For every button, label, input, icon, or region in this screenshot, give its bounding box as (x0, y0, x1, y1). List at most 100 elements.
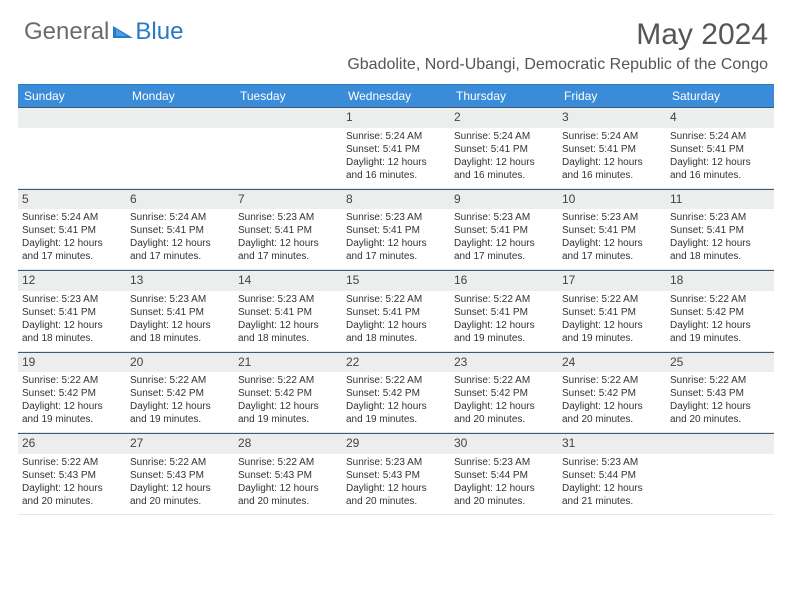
sunrise-line: Sunrise: 5:22 AM (562, 293, 662, 306)
day-of-week-header: Saturday (666, 85, 774, 107)
day-of-week-header: Monday (126, 85, 234, 107)
day-cell: 26Sunrise: 5:22 AMSunset: 5:43 PMDayligh… (18, 433, 126, 514)
day-number: 11 (666, 189, 774, 210)
week-row: 19Sunrise: 5:22 AMSunset: 5:42 PMDayligh… (18, 352, 774, 434)
day-number: 15 (342, 270, 450, 291)
day-cell: 5Sunrise: 5:24 AMSunset: 5:41 PMDaylight… (18, 189, 126, 270)
sunset-line: Sunset: 5:43 PM (346, 469, 446, 482)
day-number: 25 (666, 352, 774, 373)
day-cell: 8Sunrise: 5:23 AMSunset: 5:41 PMDaylight… (342, 189, 450, 270)
daylight-line: Daylight: 12 hours and 20 minutes. (454, 400, 554, 426)
day-number: 8 (342, 189, 450, 210)
day-number: 22 (342, 352, 450, 373)
day-number: 17 (558, 270, 666, 291)
sunset-line: Sunset: 5:41 PM (562, 143, 662, 156)
day-number: 16 (450, 270, 558, 291)
daylight-line: Daylight: 12 hours and 21 minutes. (562, 482, 662, 508)
day-cell: 22Sunrise: 5:22 AMSunset: 5:42 PMDayligh… (342, 352, 450, 433)
sunrise-line: Sunrise: 5:22 AM (238, 456, 338, 469)
day-cell: 31Sunrise: 5:23 AMSunset: 5:44 PMDayligh… (558, 433, 666, 514)
sunset-line: Sunset: 5:41 PM (130, 224, 230, 237)
sunrise-line: Sunrise: 5:23 AM (346, 211, 446, 224)
day-cell: 29Sunrise: 5:23 AMSunset: 5:43 PMDayligh… (342, 433, 450, 514)
location-subtitle: Gbadolite, Nord-Ubangi, Democratic Repub… (0, 56, 792, 84)
sunrise-line: Sunrise: 5:22 AM (22, 374, 122, 387)
sunrise-line: Sunrise: 5:22 AM (130, 456, 230, 469)
day-number: 27 (126, 433, 234, 454)
sunset-line: Sunset: 5:42 PM (454, 387, 554, 400)
day-number: 4 (666, 107, 774, 128)
sunset-line: Sunset: 5:41 PM (346, 143, 446, 156)
daylight-line: Daylight: 12 hours and 19 minutes. (454, 319, 554, 345)
sunset-line: Sunset: 5:41 PM (346, 306, 446, 319)
daylight-line: Daylight: 12 hours and 16 minutes. (670, 156, 770, 182)
day-number: 20 (126, 352, 234, 373)
week-row: 12Sunrise: 5:23 AMSunset: 5:41 PMDayligh… (18, 270, 774, 352)
day-number: 19 (18, 352, 126, 373)
sunset-line: Sunset: 5:42 PM (562, 387, 662, 400)
day-cell: 23Sunrise: 5:22 AMSunset: 5:42 PMDayligh… (450, 352, 558, 433)
day-number: 7 (234, 189, 342, 210)
day-cell: 27 Sunrise: 5:22 AMSunset: 5:43 PMDayligh… (126, 433, 234, 514)
sunrise-line: Sunrise: 5:23 AM (346, 456, 446, 469)
sunset-line: Sunset: 5:41 PM (454, 143, 554, 156)
sunrise-line: Sunrise: 5:24 AM (670, 130, 770, 143)
daylight-line: Daylight: 12 hours and 19 minutes. (130, 400, 230, 426)
day-number: 24 (558, 352, 666, 373)
sunrise-line: Sunrise: 5:23 AM (670, 211, 770, 224)
sunset-line: Sunset: 5:41 PM (454, 224, 554, 237)
sunrise-line: Sunrise: 5:24 AM (22, 211, 122, 224)
sunrise-line: Sunrise: 5:22 AM (346, 293, 446, 306)
daylight-line: Daylight: 12 hours and 20 minutes. (22, 482, 122, 508)
day-of-week-header: Friday (558, 85, 666, 107)
day-number (126, 107, 234, 128)
daylight-line: Daylight: 12 hours and 16 minutes. (346, 156, 446, 182)
daylight-line: Daylight: 12 hours and 18 minutes. (346, 319, 446, 345)
day-cell: 24Sunrise: 5:22 AMSunset: 5:42 PMDayligh… (558, 352, 666, 433)
sunset-line: Sunset: 5:41 PM (238, 306, 338, 319)
sunset-line: Sunset: 5:42 PM (130, 387, 230, 400)
sunrise-line: Sunrise: 5:23 AM (454, 211, 554, 224)
calendar: SundayMondayTuesdayWednesdayThursdayFrid… (18, 84, 774, 515)
sunrise-line: Sunrise: 5:22 AM (238, 374, 338, 387)
day-cell: 25Sunrise: 5:22 AMSunset: 5:43 PMDayligh… (666, 352, 774, 433)
day-cell (126, 107, 234, 188)
day-number: 14 (234, 270, 342, 291)
sunrise-line: Sunrise: 5:24 AM (130, 211, 230, 224)
day-of-week-header: Sunday (18, 85, 126, 107)
daylight-line: Daylight: 12 hours and 17 minutes. (346, 237, 446, 263)
sunrise-line: Sunrise: 5:22 AM (670, 293, 770, 306)
header: General Blue May 2024 (0, 0, 792, 56)
week-row: 5Sunrise: 5:24 AMSunset: 5:41 PMDaylight… (18, 189, 774, 271)
day-number: 31 (558, 433, 666, 454)
day-number: 13 (126, 270, 234, 291)
day-cell: 14Sunrise: 5:23 AMSunset: 5:41 PMDayligh… (234, 270, 342, 351)
day-number: 26 (18, 433, 126, 454)
daylight-line: Daylight: 12 hours and 20 minutes. (130, 482, 230, 508)
day-cell: 10Sunrise: 5:23 AMSunset: 5:41 PMDayligh… (558, 189, 666, 270)
daylight-line: Daylight: 12 hours and 17 minutes. (22, 237, 122, 263)
daylight-line: Daylight: 12 hours and 19 minutes. (346, 400, 446, 426)
sunrise-line: Sunrise: 5:22 AM (346, 374, 446, 387)
sunset-line: Sunset: 5:41 PM (454, 306, 554, 319)
daylight-line: Daylight: 12 hours and 20 minutes. (238, 482, 338, 508)
daylight-line: Daylight: 12 hours and 18 minutes. (130, 319, 230, 345)
daylight-line: Daylight: 12 hours and 19 minutes. (562, 319, 662, 345)
sunset-line: Sunset: 5:41 PM (562, 224, 662, 237)
day-cell: 21Sunrise: 5:22 AMSunset: 5:42 PMDayligh… (234, 352, 342, 433)
sunrise-line: Sunrise: 5:22 AM (454, 293, 554, 306)
daylight-line: Daylight: 12 hours and 20 minutes. (670, 400, 770, 426)
sunset-line: Sunset: 5:41 PM (670, 143, 770, 156)
sunset-line: Sunset: 5:42 PM (670, 306, 770, 319)
day-of-week-header: Tuesday (234, 85, 342, 107)
day-cell: 17Sunrise: 5:22 AMSunset: 5:41 PMDayligh… (558, 270, 666, 351)
day-cell: 11Sunrise: 5:23 AMSunset: 5:41 PMDayligh… (666, 189, 774, 270)
sunset-line: Sunset: 5:43 PM (130, 469, 230, 482)
daylight-line: Daylight: 12 hours and 18 minutes. (670, 237, 770, 263)
logo-word-blue: Blue (135, 18, 183, 46)
sunset-line: Sunset: 5:43 PM (22, 469, 122, 482)
sunset-line: Sunset: 5:44 PM (562, 469, 662, 482)
day-number (18, 107, 126, 128)
day-cell: 7Sunrise: 5:23 AMSunset: 5:41 PMDaylight… (234, 189, 342, 270)
day-cell: 13Sunrise: 5:23 AMSunset: 5:41 PMDayligh… (126, 270, 234, 351)
